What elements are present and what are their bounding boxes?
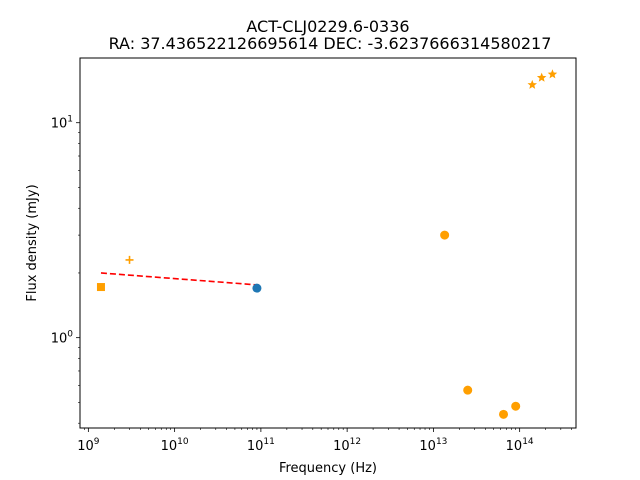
chart-title: ACT-CLJ0229.6-0336 xyxy=(246,17,409,36)
y-axis-label: Flux density (mJy) xyxy=(25,184,40,301)
data-point-star-2 xyxy=(536,72,547,82)
data-point-star-1 xyxy=(527,79,538,89)
x-tick-label: 1012 xyxy=(333,437,361,454)
data-point-circle-3 xyxy=(499,409,509,419)
x-tick-label: 1011 xyxy=(247,437,275,454)
x-tick-label: 1014 xyxy=(506,437,534,454)
y-tick-label: 101 xyxy=(51,115,73,132)
data-point-plus-1 xyxy=(125,255,134,264)
axes-frame xyxy=(79,57,577,429)
axis-ticks: 109 1010 1011 1012 1013 1014 100 101 xyxy=(51,115,572,454)
x-tick-label: 1013 xyxy=(419,437,447,454)
data-point-circle-2 xyxy=(463,385,473,395)
x-tick-label: 109 xyxy=(77,437,100,454)
x-axis-label: Frequency (Hz) xyxy=(279,461,377,476)
data-point-star-3 xyxy=(547,69,558,79)
y-tick-label: 100 xyxy=(51,330,74,347)
x-tick-label: 1010 xyxy=(161,437,189,454)
data-point-circle-4 xyxy=(511,401,521,411)
data-point-square-1 xyxy=(96,283,105,292)
data-point-circle-1 xyxy=(440,230,450,240)
plot-area xyxy=(96,69,558,419)
fit-line xyxy=(100,272,257,286)
data-point-circle-1 xyxy=(252,283,262,293)
chart-subtitle: RA: 37.436522126695614 DEC: -3.623766631… xyxy=(109,34,552,53)
